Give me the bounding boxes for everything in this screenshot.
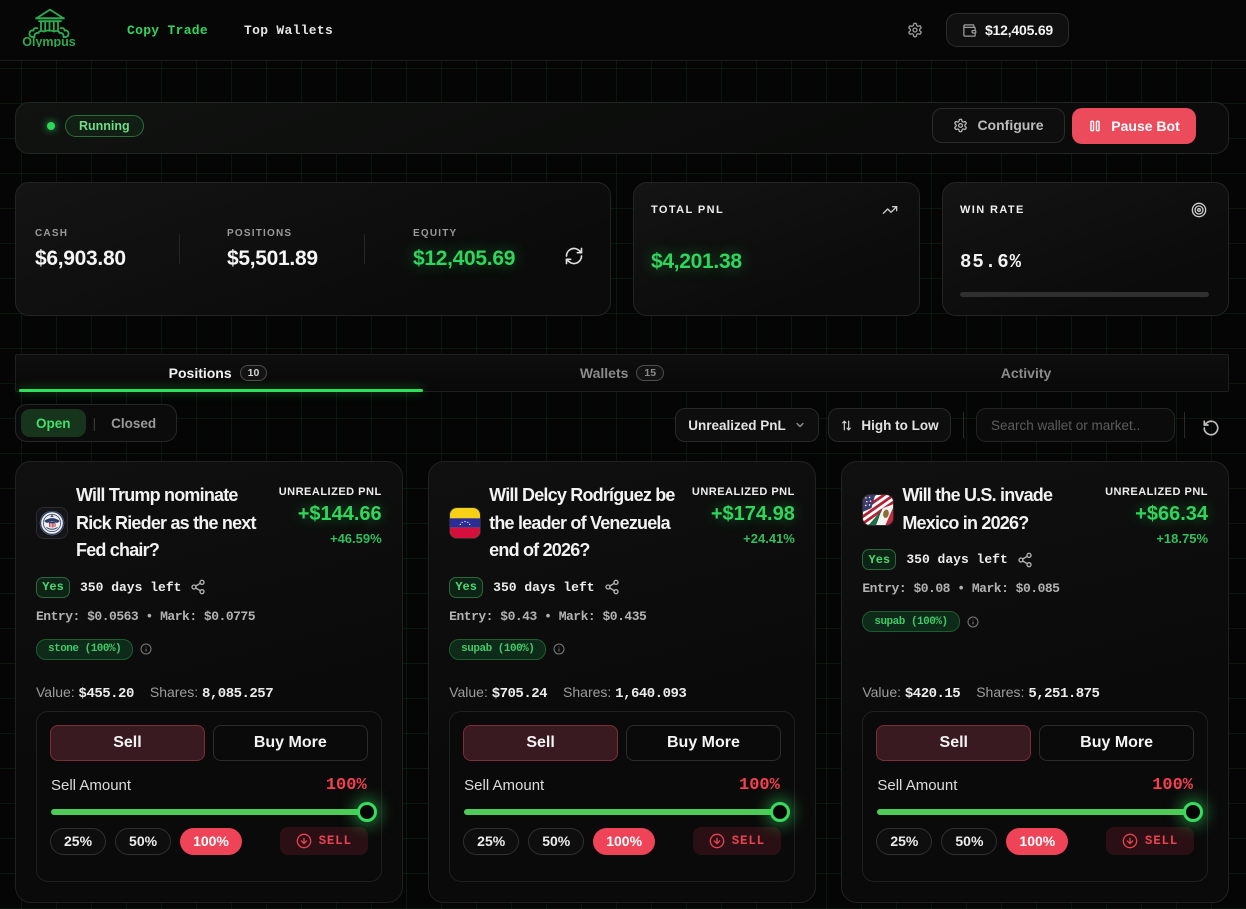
- svg-text:Olympus: Olympus: [22, 35, 76, 47]
